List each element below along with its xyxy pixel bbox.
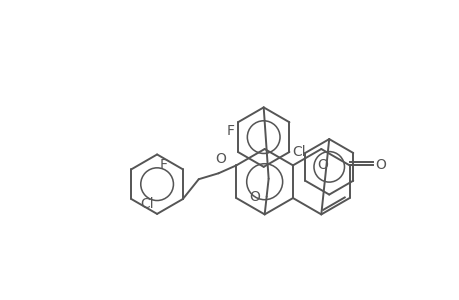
- Text: O: O: [375, 158, 386, 172]
- Text: F: F: [226, 124, 235, 138]
- Text: O: O: [215, 152, 225, 166]
- Text: Cl: Cl: [140, 197, 154, 211]
- Text: Cl: Cl: [292, 145, 305, 159]
- Text: F: F: [160, 158, 168, 172]
- Text: O: O: [248, 190, 259, 204]
- Text: O: O: [316, 158, 327, 172]
